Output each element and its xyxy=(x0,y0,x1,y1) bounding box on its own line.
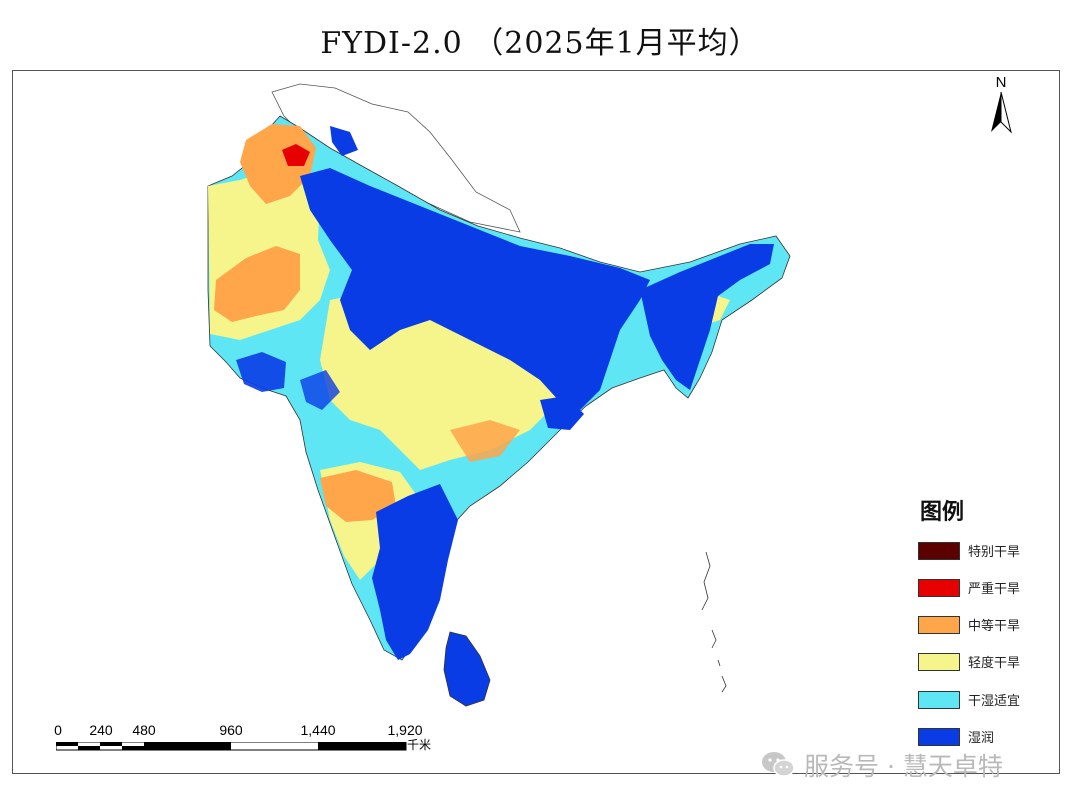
scale-bar: 0 240 480 960 1,440 1,920 千米 xyxy=(50,722,450,762)
region-wet-northeast xyxy=(640,244,774,390)
legend-item-severe-drought: 严重干旱 xyxy=(918,577,1058,599)
watermark-text: 服务号 · 慧天卓特 xyxy=(804,752,1003,781)
legend-item-wet: 湿润 xyxy=(918,726,1058,748)
legend-title: 图例 xyxy=(920,500,965,525)
legend-item-light-drought: 轻度干旱 xyxy=(918,651,1058,673)
map-title: FYDI-2.0 （2025年1月平均） xyxy=(320,26,760,61)
legend-label: 湿润 xyxy=(968,731,995,746)
scale-tick: 0 xyxy=(54,722,62,738)
scale-bar-graphic xyxy=(56,742,407,751)
sri-lanka xyxy=(443,631,491,707)
legend-label: 特别干旱 xyxy=(968,545,1021,560)
region-wet-himalaya xyxy=(330,126,358,156)
map-frame xyxy=(12,70,1060,774)
north-arrow: N xyxy=(984,74,1018,138)
region-moderate-drought-central xyxy=(450,420,520,462)
legend-swatch xyxy=(918,579,960,597)
region-severe-drought xyxy=(282,144,310,166)
legend-label: 中等干旱 xyxy=(968,619,1021,634)
north-label: N xyxy=(995,74,1007,91)
region-wet-gujarat xyxy=(236,352,286,392)
legend-swatch xyxy=(918,691,960,709)
region-moderate-drought-south xyxy=(320,470,396,522)
legend-label: 轻度干旱 xyxy=(968,656,1021,671)
legend-swatch xyxy=(918,616,960,634)
region-wet-peninsula xyxy=(372,484,458,660)
legend-label: 干湿适宜 xyxy=(968,694,1021,709)
legend-swatch xyxy=(918,542,960,560)
region-wet-gangetic xyxy=(300,168,650,410)
scale-tick: 480 xyxy=(132,722,156,738)
scale-tick: 1,440 xyxy=(300,722,336,738)
scale-tick: 960 xyxy=(219,722,243,738)
region-moderate-drought-west xyxy=(214,246,300,322)
legend-swatch xyxy=(918,728,960,746)
legend-item-extreme-drought: 特别干旱 xyxy=(918,540,1058,562)
region-moderate-drought-north xyxy=(240,124,316,204)
north-arrow-icon xyxy=(991,91,1012,134)
region-wet-deccan xyxy=(540,396,584,430)
scale-tick: 1,920 xyxy=(387,722,423,738)
scale-unit: 千米 xyxy=(407,738,432,752)
andaman-islands xyxy=(701,551,727,693)
legend-swatch xyxy=(918,653,960,671)
wechat-icon xyxy=(762,752,795,777)
legend-label: 严重干旱 xyxy=(968,582,1021,597)
legend-item-normal: 干湿适宜 xyxy=(918,689,1058,711)
region-wet-west-coast xyxy=(300,370,340,410)
watermark: 服务号 · 慧天卓特 xyxy=(760,748,1003,782)
scale-tick: 240 xyxy=(89,722,113,738)
legend-item-moderate-drought: 中等干旱 xyxy=(918,614,1058,636)
